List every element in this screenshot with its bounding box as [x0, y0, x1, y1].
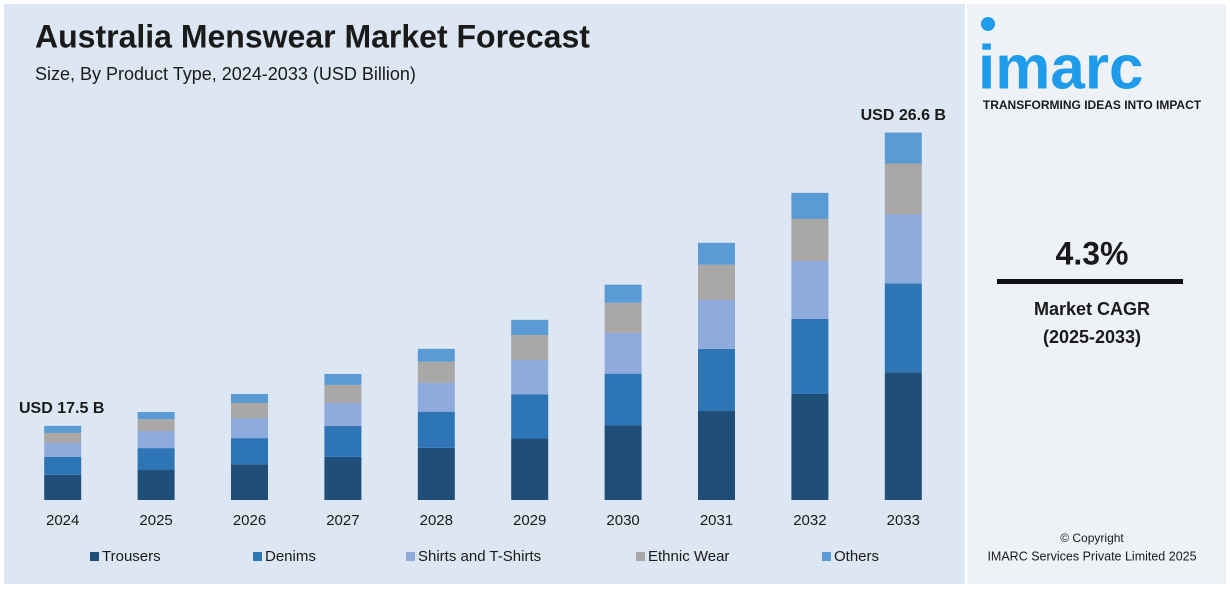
company: IMARC Services Private Limited 2025 [987, 549, 1196, 563]
bar-segment [511, 394, 549, 439]
annotation: USD 26.6 B [861, 107, 946, 124]
legend-label: Shirts and T-Shirts [418, 548, 541, 565]
legend-label: Trousers [102, 548, 161, 565]
x-tick-label: 2031 [700, 512, 733, 529]
bar-segment [417, 382, 455, 412]
bar-segment [231, 402, 268, 419]
bar-segment [417, 411, 455, 448]
bar-segment [604, 425, 642, 500]
legend-label: Others [834, 548, 879, 565]
x-tick-label: 2025 [139, 512, 172, 529]
bar-segment [44, 432, 82, 443]
side-panel [967, 4, 1226, 584]
bar-segment [324, 384, 362, 403]
bar-segment [231, 464, 268, 500]
bar-segment [791, 218, 829, 261]
bar-segment [324, 456, 362, 500]
annotation: USD 17.5 B [19, 400, 104, 417]
bar-segment [791, 393, 829, 500]
bar-segment [698, 299, 735, 349]
bar-segment [884, 372, 922, 500]
legend-label: Denims [265, 548, 316, 565]
legend-swatch [822, 552, 831, 561]
bar-segment [137, 448, 175, 471]
legend-swatch [406, 552, 415, 561]
bar-segment [698, 264, 735, 300]
bar-segment [137, 470, 175, 500]
cagr-divider [997, 279, 1183, 284]
bar-segment [417, 348, 455, 362]
plot: 2024 2025 2026 2027 2028 2029 2030 2031 2032 2033… [19, 107, 946, 529]
x-tick-label: 2030 [606, 512, 639, 529]
bar-segment [604, 373, 642, 426]
legend: Trousers Denims Shirts and T-Shirts Ethnic … [90, 548, 879, 565]
cagr-label: Market CAGR [1034, 299, 1150, 319]
bar-segment [324, 425, 362, 457]
legend-swatch [90, 552, 99, 561]
x-tick-label: 2024 [46, 512, 79, 529]
bar-segment [231, 393, 268, 403]
bar-segment [324, 373, 362, 385]
chart-subtitle: Size, By Product Type, 2024-2033 (USD Bi… [35, 64, 416, 84]
bar-segment [604, 284, 642, 303]
bar-segment [44, 442, 82, 457]
bar-segment [44, 425, 82, 433]
bar-segment [698, 242, 735, 265]
bar-segment [511, 319, 549, 335]
bar-segment [884, 283, 922, 373]
legend-label: Ethnic Wear [648, 548, 729, 565]
bar-segment [231, 418, 268, 439]
x-tick-label: 2029 [513, 512, 546, 529]
bar-segment [231, 438, 268, 465]
chart-title: Australia Menswear Market Forecast [35, 18, 590, 54]
x-tick-label: 2027 [326, 512, 359, 529]
bar-segment [698, 348, 735, 412]
bar-segment [791, 318, 829, 394]
bar-segment [417, 447, 455, 500]
cagr-value: 4.3% [1056, 235, 1129, 271]
bar-segment [417, 361, 455, 383]
bar-segment [604, 302, 642, 333]
logo: imarc [978, 33, 1143, 102]
bar-segment [884, 132, 922, 164]
bar-segment [698, 411, 735, 500]
bar-segment [511, 334, 549, 361]
legend-swatch [253, 552, 262, 561]
cagr-period: (2025-2033) [1043, 327, 1141, 347]
logo-dot [981, 17, 995, 31]
copyright: © Copyright [1060, 531, 1124, 545]
bar-segment [604, 332, 642, 374]
bar-segment [511, 360, 549, 395]
x-tick-label: 2028 [420, 512, 453, 529]
tagline: TRANSFORMING IDEAS INTO IMPACT [983, 98, 1202, 112]
bar-segment [324, 402, 362, 426]
bar-segment [791, 192, 829, 219]
bar-segment [511, 438, 549, 500]
bar-segment [44, 456, 82, 475]
bar-segment [137, 412, 175, 420]
bar-segment [137, 419, 175, 432]
bar-segment [791, 260, 829, 319]
bar-segment [884, 214, 922, 284]
x-tick-label: 2032 [793, 512, 826, 529]
bar-segment [884, 163, 922, 215]
bar-segment [137, 431, 175, 449]
legend-swatch [636, 552, 645, 561]
x-tick-label: 2033 [887, 512, 920, 529]
bar-segment [44, 474, 82, 500]
x-tick-label: 2026 [233, 512, 266, 529]
